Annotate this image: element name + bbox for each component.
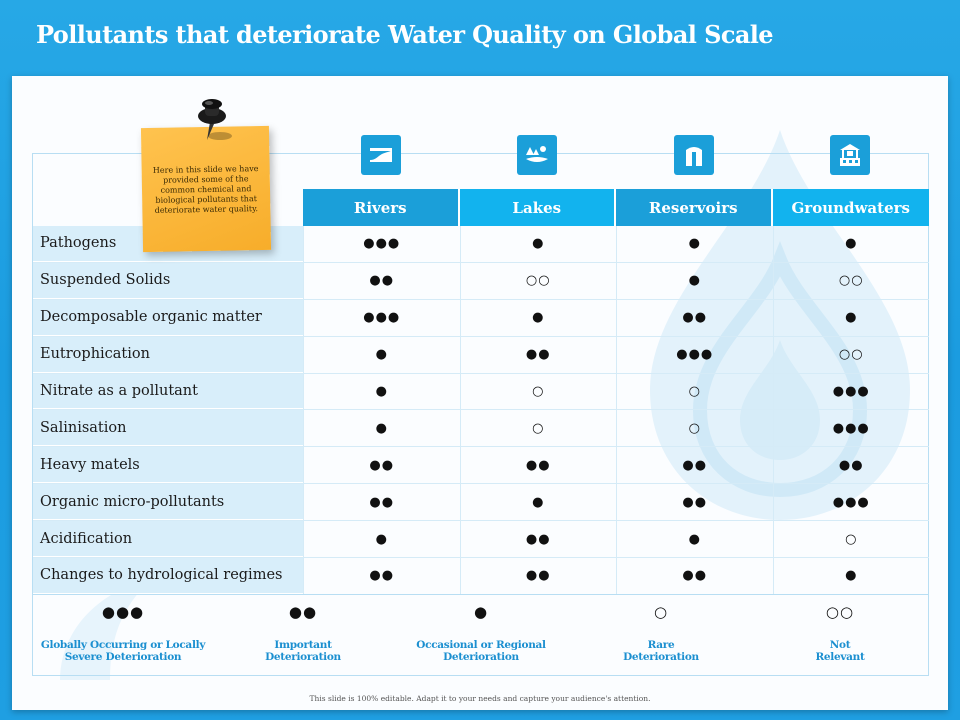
header-lakes: Lakes: [459, 189, 616, 226]
legend-item: ●●● Globally Occurring or Locally Severe…: [33, 603, 213, 663]
push-pin-icon: [198, 99, 232, 140]
table-row: Acidification ● ●● ● ○: [33, 521, 930, 559]
legend-symbol: ○: [653, 603, 669, 621]
header-rivers: Rivers: [303, 189, 460, 226]
cell-reservoirs: ●: [616, 226, 773, 262]
cell-rivers: ●: [303, 521, 460, 558]
row-label: Acidification: [33, 521, 303, 558]
row-label: Changes to hydrological regimes: [33, 558, 303, 594]
reservoir-icon: [674, 135, 714, 175]
table-row: Changes to hydrological regimes ●● ●● ●●…: [33, 558, 929, 595]
cell-lakes: ●: [459, 226, 617, 262]
table-row: Organic micro-pollutants ●● ● ●● ●●●: [33, 484, 930, 522]
row-label: Heavy matels: [33, 447, 303, 484]
cell-rivers: ●: [303, 410, 460, 447]
cell-groundwaters: ●●●: [772, 484, 930, 521]
cell-rivers: ●●●: [303, 226, 460, 262]
legend-symbol: ○○: [825, 603, 855, 621]
cell-rivers: ●●: [303, 558, 460, 594]
footer-note: This slide is 100% editable. Adapt it to…: [309, 694, 651, 703]
cell-reservoirs: ●●: [616, 558, 773, 594]
row-label: Eutrophication: [33, 336, 303, 373]
sticky-note: Here in this slide we have provided some…: [140, 125, 272, 253]
cell-groundwaters: ●●: [772, 447, 930, 484]
table-header: Rivers Lakes Reservoirs Groundwaters: [303, 189, 929, 226]
legend-symbol: ●: [473, 603, 489, 621]
table-frame: [32, 153, 929, 676]
row-label: Decomposable organic matter: [33, 299, 303, 336]
legend-item: ●● Important Deterioration: [213, 603, 393, 663]
legend-item: ○○ Not Relevant: [750, 603, 930, 663]
legend: ●●● Globally Occurring or Locally Severe…: [33, 594, 929, 676]
legend-symbol: ●●●: [101, 603, 145, 621]
header-groundwaters: Groundwaters: [772, 189, 929, 226]
groundwater-well-icon: [830, 135, 870, 175]
pollutant-table: Pathogens ●●● ● ● ● Suspended Solids ●● …: [33, 226, 929, 595]
cell-lakes: ○: [459, 373, 617, 410]
slide-title: Pollutants that deteriorate Water Qualit…: [36, 20, 774, 49]
cell-groundwaters: ●●●: [772, 373, 930, 410]
legend-item: ○ Rare Deterioration: [571, 603, 751, 663]
cell-rivers: ●●: [303, 262, 460, 299]
lake-icon: [517, 135, 557, 175]
cell-groundwaters: ●: [772, 299, 930, 336]
cell-reservoirs: ●●: [616, 447, 773, 484]
table-row: Eutrophication ● ●● ●●● ○○: [33, 336, 930, 374]
cell-groundwaters: ●: [772, 226, 930, 262]
legend-text: Occasional or Regional Deterioration: [416, 639, 546, 663]
cell-lakes: ●●: [459, 558, 617, 594]
cell-lakes: ○○: [459, 262, 617, 299]
cell-reservoirs: ●: [616, 521, 773, 558]
cell-rivers: ●●: [303, 484, 460, 521]
cell-reservoirs: ●●: [616, 299, 773, 336]
legend-item: ● Occasional or Regional Deterioration: [391, 603, 571, 663]
cell-lakes: ●: [459, 484, 617, 521]
cell-reservoirs: ○: [616, 373, 773, 410]
legend-text: Rare Deterioration: [623, 639, 699, 663]
legend-text: Not Relevant: [815, 639, 865, 663]
cell-lakes: ●●: [459, 521, 617, 558]
cell-groundwaters: ●●●: [772, 410, 930, 447]
legend-text: Important Deterioration: [265, 639, 341, 663]
table-row: Salinisation ● ○ ○ ●●●: [33, 410, 930, 448]
table-row: Nitrate as a pollutant ● ○ ○ ●●●: [33, 373, 930, 411]
row-label: Salinisation: [33, 410, 303, 447]
cell-rivers: ●: [303, 336, 460, 373]
cell-rivers: ●●●: [303, 299, 460, 336]
cell-reservoirs: ●●●: [616, 336, 773, 373]
row-label: Nitrate as a pollutant: [33, 373, 303, 410]
row-label: Suspended Solids: [33, 262, 303, 299]
legend-symbol: ●●: [288, 603, 318, 621]
cell-reservoirs: ●●: [616, 484, 773, 521]
header-reservoirs: Reservoirs: [616, 189, 773, 226]
table-row: Heavy matels ●● ●● ●● ●●: [33, 447, 930, 485]
cell-reservoirs: ○: [616, 410, 773, 447]
cell-rivers: ●: [303, 373, 460, 410]
cell-lakes: ●●: [459, 336, 617, 373]
row-label: Organic micro-pollutants: [33, 484, 303, 521]
cell-lakes: ●●: [459, 447, 617, 484]
legend-text: Globally Occurring or Locally Severe Det…: [40, 639, 206, 663]
cell-groundwaters: ●: [772, 558, 930, 594]
cell-groundwaters: ○○: [772, 336, 930, 373]
table-row: Decomposable organic matter ●●● ● ●● ●: [33, 299, 930, 337]
cell-reservoirs: ●: [616, 262, 773, 299]
cell-groundwaters: ○: [772, 521, 930, 558]
cell-lakes: ○: [459, 410, 617, 447]
water-drop-watermark-icon: [650, 130, 910, 520]
cell-groundwaters: ○○: [772, 262, 930, 299]
cell-lakes: ●: [459, 299, 617, 336]
water-drop-watermark-left-icon: [60, 580, 150, 680]
table-row: Suspended Solids ●● ○○ ● ○○: [33, 262, 930, 300]
cell-rivers: ●●: [303, 447, 460, 484]
river-icon: [361, 135, 401, 175]
